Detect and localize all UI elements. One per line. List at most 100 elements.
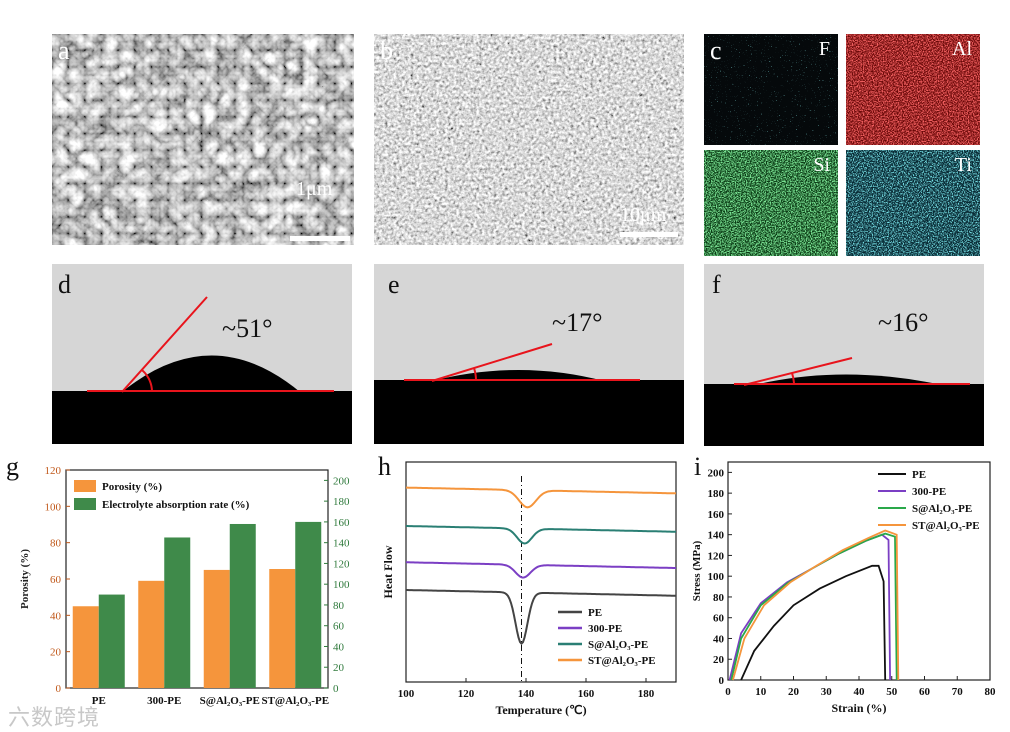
- scale-bar-b: [620, 232, 678, 237]
- x-tick-label-g: PE: [92, 695, 106, 707]
- dsc-chart: 100 120 140 160 180 Temperature (℃) Heat Flow P…: [381, 461, 677, 717]
- x-tick-label-i: 10: [755, 686, 767, 698]
- scale-bar-a: [290, 236, 350, 241]
- edx-dots-si: [704, 150, 838, 256]
- dsc-curve: [406, 525, 677, 545]
- y-tick-label-i: 140: [708, 530, 725, 542]
- contact-angle-e-value: ~17°: [552, 308, 603, 337]
- sem-image-b: b 10μm: [374, 34, 684, 245]
- y2-tick-label-g: 20: [333, 662, 345, 674]
- x-tick-label-i: 80: [985, 686, 997, 698]
- legend-label-h: 300-PE: [588, 623, 622, 635]
- bar-porosity: [72, 606, 99, 688]
- x-tick-label-i: 20: [788, 686, 800, 698]
- x-tick-label-g: S@Al₂O₃-PE: [200, 695, 260, 707]
- y2-tick-label-g: 100: [333, 579, 350, 591]
- y-axis-label-i: Stress (MPa): [691, 540, 703, 601]
- panel-label-e: e: [388, 270, 400, 299]
- x-tick-label-i: 50: [886, 686, 898, 698]
- y-axis-label-h: Heat Flow: [381, 545, 395, 598]
- y2-tick-label-g: 40: [333, 641, 345, 653]
- contact-angle-d: d ~51°: [52, 264, 352, 444]
- x-tick-label-h: 120: [458, 688, 475, 700]
- y-tick-label-i: 120: [708, 550, 725, 562]
- bar-electrolyte: [295, 521, 322, 688]
- droplet-drawing-e: [374, 343, 684, 444]
- y-tick-label-i: 40: [713, 633, 725, 645]
- edx-dots-f: [704, 34, 838, 145]
- y-tick-label-i: 200: [708, 467, 725, 479]
- y-tick-label-i: 0: [719, 675, 725, 687]
- y2-tick-label-g: 0: [333, 683, 339, 695]
- bar-electrolyte: [164, 537, 191, 688]
- y-tick-label-g: 120: [45, 465, 62, 477]
- sem-fiber-texture-a: [52, 34, 354, 245]
- y-tick-label-g: 0: [56, 683, 62, 695]
- edx-label-si: Si: [813, 154, 830, 176]
- edx-map-f: c F: [704, 34, 838, 145]
- edx-dots-al: [846, 34, 980, 145]
- x-tick-label-i: 70: [952, 686, 964, 698]
- legend-label-h: PE: [588, 607, 602, 619]
- x-tick-label-i: 40: [854, 686, 866, 698]
- edx-label-ti: Ti: [954, 154, 972, 176]
- panel-label-h: h: [378, 452, 391, 481]
- bar-electrolyte: [229, 523, 256, 688]
- y2-tick-label-g: 120: [333, 558, 350, 570]
- plot-frame-h: [405, 461, 677, 683]
- stress-strain-curve: [732, 529, 900, 681]
- legend-label-i: 300-PE: [912, 486, 946, 498]
- y-tick-label-i: 160: [708, 509, 725, 521]
- y2-tick-label-g: 160: [333, 517, 350, 529]
- y-tick-label-i: 100: [708, 571, 725, 583]
- dsc-curve: [406, 561, 676, 579]
- y2-tick-label-g: 140: [333, 538, 350, 550]
- x-tick-label-i: 30: [821, 686, 833, 698]
- y-tick-label-g: 40: [50, 610, 62, 622]
- contact-angle-f: f ~16°: [704, 264, 984, 446]
- x-axis-label-i: Strain (%): [832, 701, 887, 715]
- edx-dots-ti: [846, 150, 980, 256]
- y2-tick-label-g: 180: [333, 496, 350, 508]
- bar-chart-porosity: 0 20 40 60 80 100 120 0 20 40 60 80 100 120 140 160 180 2…: [19, 465, 350, 707]
- legend-swatch-g: [74, 498, 96, 510]
- dsc-curve: [406, 486, 677, 509]
- legend-label-i: S@Al₂O₃-PE: [912, 503, 972, 515]
- panel-label-d: d: [58, 270, 71, 299]
- legend-swatch-g: [74, 480, 96, 492]
- stress-strain-curve: [730, 532, 898, 681]
- x-tick-label-g: 300-PE: [147, 695, 181, 707]
- y-tick-label-g: 80: [50, 538, 62, 550]
- sem-particle-texture-b: [374, 34, 684, 245]
- legend-label-h: ST@Al₂O₃-PE: [588, 655, 656, 667]
- contact-angle-d-value: ~51°: [222, 314, 273, 343]
- watermark-text: 六数跨境: [8, 706, 101, 731]
- x-tick-label-h: 100: [398, 688, 415, 700]
- droplet-drawing-f: [704, 357, 984, 446]
- panel-label-g: g: [6, 452, 19, 481]
- y-tick-label-i: 80: [713, 592, 725, 604]
- edx-map-ti: Ti: [846, 150, 980, 256]
- y-tick-label-g: 100: [45, 501, 62, 513]
- y-tick-label-i: 180: [708, 488, 725, 500]
- x-tick-label-i: 0: [725, 686, 731, 698]
- y2-tick-label-g: 60: [333, 621, 345, 633]
- sem-image-a: a 1μm: [52, 34, 354, 245]
- contact-angle-f-value: ~16°: [878, 308, 929, 337]
- bar-porosity: [269, 569, 296, 688]
- panel-label-a: a: [58, 36, 70, 65]
- legend-label-i: ST@Al₂O₃-PE: [912, 520, 980, 532]
- x-tick-label-h: 140: [518, 688, 535, 700]
- y2-tick-label-g: 200: [333, 475, 350, 487]
- y-tick-label-i: 60: [713, 613, 725, 625]
- contact-angle-e: e ~17°: [374, 264, 684, 444]
- edx-label-f: F: [818, 38, 830, 60]
- x-tick-label-g: ST@Al₂O₃-PE: [261, 695, 329, 707]
- y-axis-label-g: Porosity (%): [19, 549, 31, 609]
- y-tick-label-g: 20: [50, 647, 62, 659]
- scale-label-b: 10μm: [620, 204, 667, 226]
- stress-strain-curve: [740, 564, 887, 681]
- y-tick-label-g: 60: [50, 574, 62, 586]
- legend-label-i: PE: [912, 469, 926, 481]
- x-tick-label-i: 60: [919, 686, 931, 698]
